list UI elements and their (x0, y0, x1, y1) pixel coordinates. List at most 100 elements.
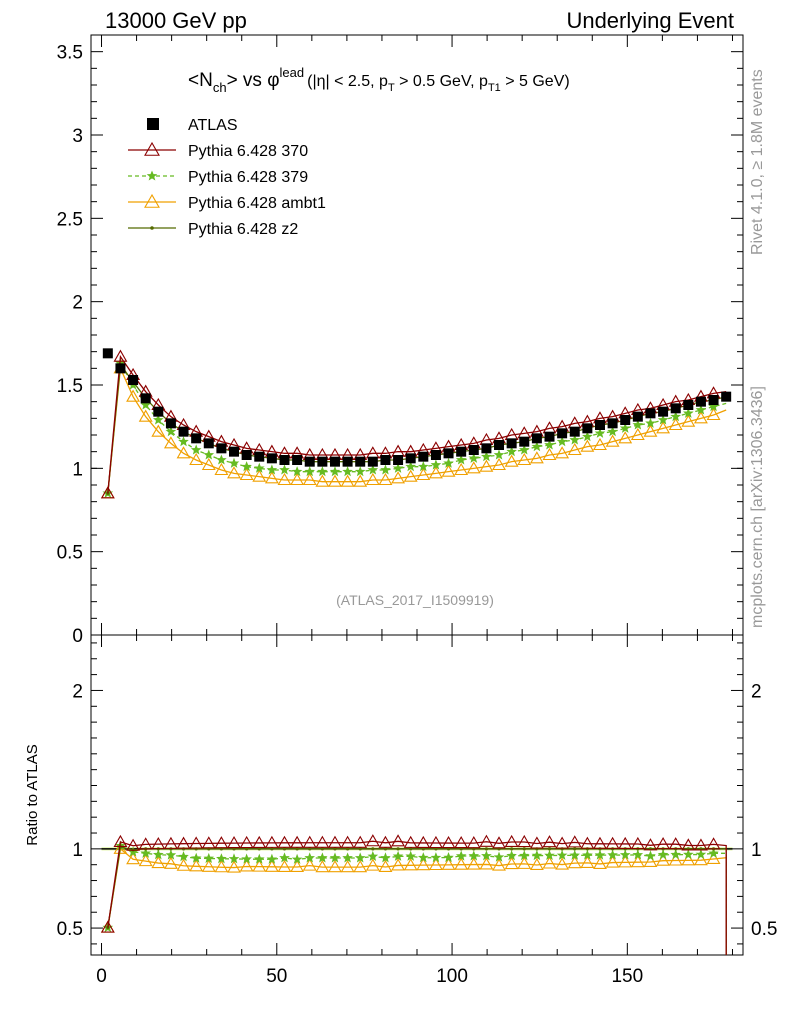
atlas-point (140, 393, 151, 404)
atlas-point (102, 348, 113, 359)
ratio-point-p370 (416, 835, 431, 848)
legend-marker-star (146, 170, 158, 181)
legend-item-z2: Pythia 6.428 z2 (128, 221, 298, 238)
ratio-point-p379 (354, 852, 366, 863)
point-p379 (695, 404, 707, 415)
ratio-point-z2 (320, 847, 324, 851)
point-ambt1 (163, 436, 178, 449)
point-p379 (569, 434, 580, 445)
ratio-point-p379 (342, 852, 353, 863)
ratio-y-tick-label-right: 0.5 (751, 919, 777, 940)
point-ambt1 (479, 459, 494, 472)
point-p379 (556, 436, 568, 447)
ratio-ylabel: Ratio to ATLAS (24, 744, 41, 845)
atlas-point (292, 455, 303, 465)
ratio-point-ambt1 (277, 859, 292, 873)
point-p379 (417, 461, 429, 472)
point-p379 (619, 422, 631, 433)
y-tick-label: 0.5 (57, 543, 83, 564)
ratio-point-p370 (264, 835, 279, 848)
point-ambt1 (428, 466, 443, 479)
ratio-point-z2 (282, 847, 287, 851)
point-p379 (216, 454, 227, 465)
ratio-point-p370 (517, 834, 532, 848)
ratio-y-tick-label-right: 2 (751, 681, 762, 702)
ratio-point-ambt1 (214, 860, 229, 873)
series-atlas (102, 348, 732, 467)
point-ambt1 (542, 447, 557, 461)
point-ambt1 (693, 411, 708, 424)
point-p379 (178, 436, 189, 447)
ratio-point-p379 (216, 853, 227, 864)
atlas-point (329, 456, 340, 467)
ratio-point-p379 (380, 852, 391, 863)
atlas-point (695, 396, 706, 407)
legend-label: Pythia 6.428 z2 (188, 221, 298, 238)
y-tick-label: 2.5 (57, 209, 83, 230)
series-p379 (102, 357, 727, 955)
series-ambt1 (100, 361, 727, 955)
point-ambt1 (277, 472, 292, 486)
atlas-point (279, 455, 290, 465)
point-p379 (304, 466, 316, 477)
ratio-point-z2 (257, 847, 261, 851)
ratio-point-z2 (295, 847, 299, 851)
ratio-y-tick-label: 2 (72, 681, 83, 702)
ratio-point-p379 (279, 852, 290, 863)
ratio-point-ambt1 (290, 859, 305, 873)
ratio-point-z2 (510, 847, 514, 851)
ratio-point-p379 (455, 850, 467, 861)
atlas-point (658, 406, 669, 417)
point-ambt1 (290, 472, 305, 486)
ratio-point-p379 (266, 853, 278, 864)
point-p379 (519, 444, 530, 455)
ratio-point-p379 (556, 849, 568, 860)
ratio-point-ambt1 (630, 855, 645, 868)
ratio-point-ambt1 (529, 857, 544, 871)
point-ambt1 (504, 454, 519, 467)
point-ambt1 (189, 452, 204, 466)
atlas-point (721, 391, 732, 402)
ratio-point-p370 (428, 835, 443, 849)
point-p379 (544, 439, 555, 450)
point-p379 (607, 426, 618, 437)
point-p379 (468, 452, 480, 463)
atlas-point (317, 456, 328, 467)
point-p379 (531, 441, 543, 452)
ratio-point-ambt1 (706, 851, 721, 865)
point-ambt1 (138, 409, 153, 422)
atlas-point (531, 433, 542, 444)
header-right: Underlying Event (566, 8, 734, 33)
point-ambt1 (340, 474, 355, 487)
atlas-point (557, 428, 568, 439)
ratio-point-p379 (443, 852, 454, 863)
x-tick-label: 50 (266, 966, 287, 987)
ratio-line-p370 (107, 840, 727, 955)
point-p379 (645, 417, 656, 428)
ratio-point-ambt1 (567, 856, 582, 869)
ratio-point-ambt1 (555, 857, 570, 870)
ratio-point-ambt1 (340, 860, 355, 873)
point-ambt1 (643, 424, 658, 437)
point-p379 (506, 446, 517, 457)
ratio-point-p379 (430, 852, 442, 863)
ratio-point-ambt1 (656, 853, 671, 866)
ratio-point-ambt1 (693, 853, 708, 866)
ratio-point-p370 (656, 837, 671, 850)
ratio-point-z2 (245, 847, 249, 851)
legend-marker-triangle (144, 193, 160, 208)
ratio-point-p379 (506, 850, 517, 861)
point-p370 (113, 349, 128, 362)
ratio-point-ambt1 (163, 856, 178, 869)
point-ambt1 (403, 469, 418, 482)
point-ambt1 (681, 414, 696, 427)
atlas-point (430, 450, 441, 460)
ratio-point-p379 (178, 851, 189, 862)
atlas-point (443, 448, 454, 459)
ratio-point-z2 (270, 847, 274, 851)
point-ambt1 (416, 467, 431, 481)
ratio-point-ambt1 (492, 858, 506, 871)
ratio-point-p379 (544, 849, 555, 861)
atlas-point (494, 440, 505, 450)
point-p379 (682, 407, 694, 418)
